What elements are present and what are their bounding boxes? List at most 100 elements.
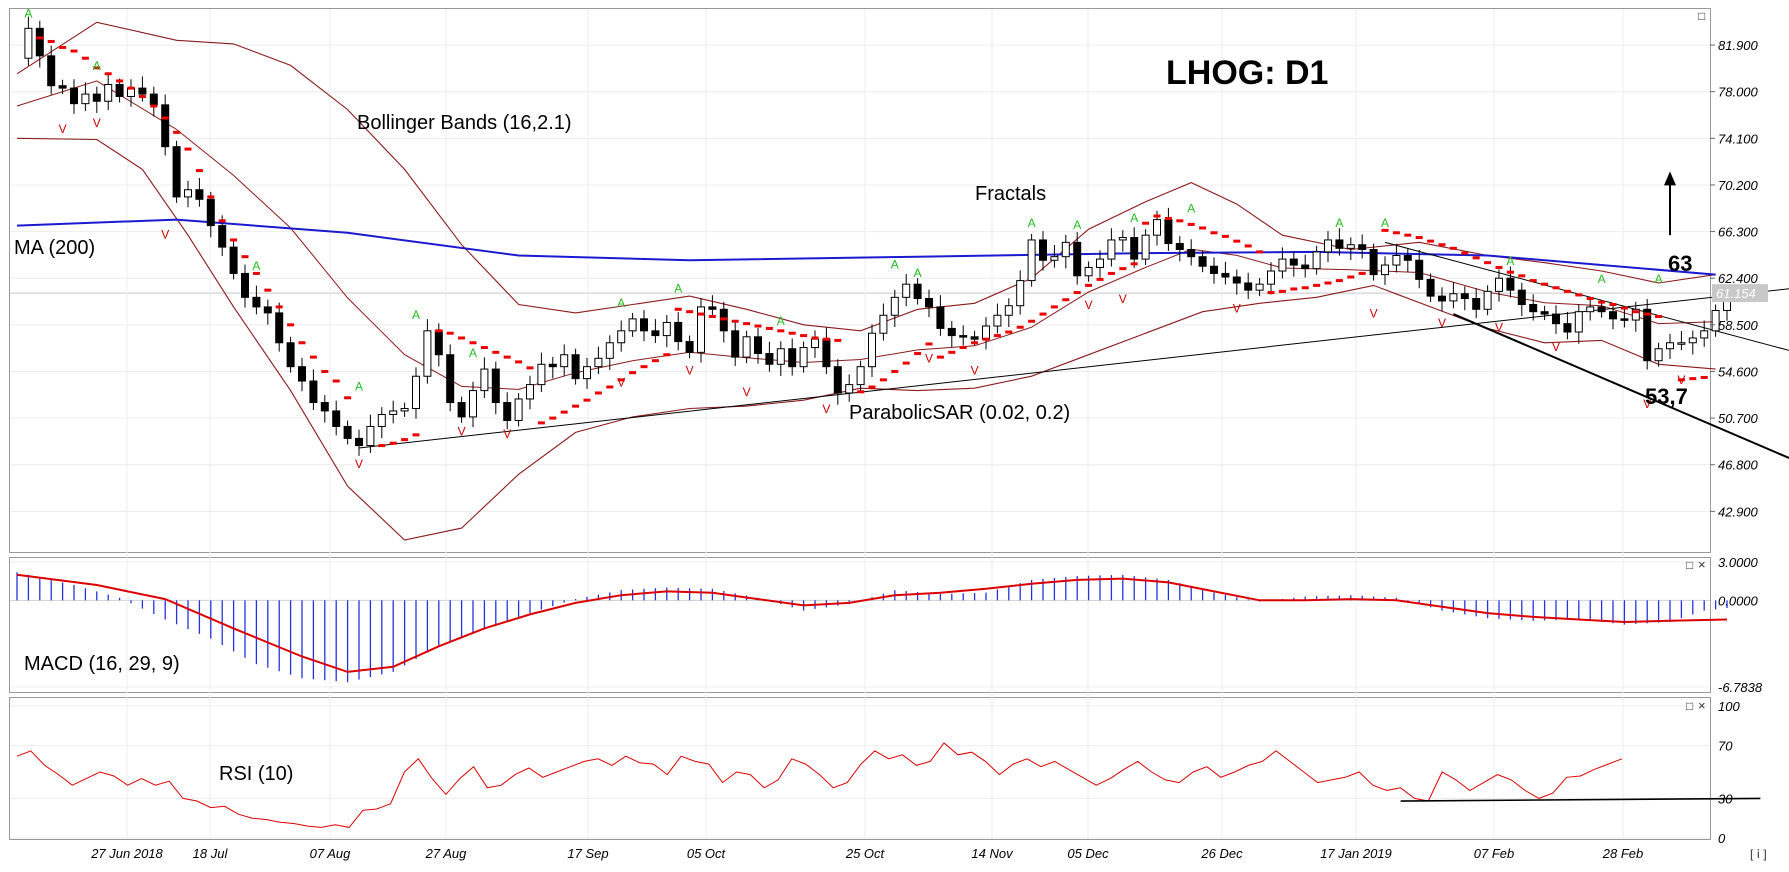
fractal-down-marker: V [1495, 321, 1503, 335]
candle-body [526, 384, 534, 400]
fractal-up-marker: A [469, 346, 477, 360]
candle-body [1529, 304, 1538, 313]
fractal-down-marker: V [743, 385, 751, 399]
candle [742, 330, 751, 364]
fractal-up-marker: A [412, 308, 420, 322]
candle-body [1130, 237, 1139, 260]
fractal-down-marker: V [1677, 373, 1685, 387]
current-price-tag [1712, 284, 1768, 303]
ma-label: MA (200) [14, 237, 95, 259]
candle-body [947, 327, 956, 337]
sar-dot [1096, 277, 1104, 281]
candle-body [902, 283, 911, 298]
sar-dot [1552, 286, 1560, 290]
sar-dot [1039, 312, 1047, 316]
sar-dot [959, 346, 967, 350]
sar-dot [1529, 279, 1537, 283]
price-panel-restore-button[interactable]: □ [1698, 9, 1705, 23]
candle [47, 45, 56, 95]
macd-tick-label: 0.0000 [1718, 593, 1759, 608]
sar-dot [891, 369, 899, 373]
fractal-up-marker: A [1335, 216, 1343, 230]
candle-body [959, 335, 968, 338]
rsi-panel-close-button[interactable]: × [1698, 698, 1706, 713]
target-up-label: 63 [1668, 251, 1692, 276]
sar-dot [1541, 282, 1549, 286]
candle [1609, 302, 1617, 330]
date-tick-label: 05 Oct [687, 846, 727, 861]
candle [366, 414, 375, 454]
candle [263, 299, 272, 325]
candle-body [537, 363, 546, 386]
candle [389, 400, 398, 424]
candle-body [298, 366, 306, 382]
rsi-path [16, 742, 1623, 828]
candle-body [1141, 234, 1150, 260]
candlesticks [24, 16, 1731, 456]
candle [1358, 234, 1367, 259]
sar-dot [1392, 231, 1400, 235]
trendline [1453, 313, 1789, 460]
candle [1460, 286, 1469, 311]
candle [868, 324, 876, 377]
candle-body [1107, 239, 1116, 260]
candle [81, 82, 90, 112]
candle [697, 298, 705, 363]
fractal-up-marker: A [1655, 272, 1663, 286]
candle-body [1084, 266, 1093, 277]
candle [92, 86, 101, 113]
candle [651, 319, 660, 344]
candle [400, 402, 409, 417]
candle [1369, 243, 1378, 281]
candle-body [605, 342, 614, 359]
candle-body [241, 272, 249, 298]
macd-panel-restore-button[interactable]: □ [1686, 558, 1693, 572]
scroll-button[interactable]: [ ⅰ ] [1750, 847, 1767, 861]
candle [1187, 239, 1196, 266]
candle-body [1027, 239, 1036, 282]
rsi-panel-restore-button[interactable]: □ [1686, 699, 1693, 713]
sar-dot [116, 79, 124, 83]
rsi-tick-label: 100 [1718, 699, 1740, 714]
candle [1472, 288, 1481, 319]
candle-body [1472, 298, 1481, 310]
candle-body [218, 225, 227, 248]
candle-body [229, 246, 238, 274]
candle-body [1540, 311, 1549, 315]
fractal-down-marker: V [925, 352, 933, 366]
macd-panel-close-button[interactable]: × [1698, 557, 1706, 572]
candle [241, 264, 249, 308]
candle-body [514, 398, 523, 421]
candle [1118, 230, 1127, 252]
sar-dot [93, 66, 101, 70]
sar-dot [1472, 256, 1480, 260]
macd-panel-frame [9, 557, 1711, 693]
sar-dot [1518, 274, 1526, 278]
candle [879, 303, 888, 341]
sar-dot [195, 169, 203, 173]
fractal-up-marker: A [252, 259, 260, 273]
candle [1654, 342, 1663, 367]
candle-body [594, 357, 603, 368]
sar-dot [834, 338, 842, 342]
arrow-head [1664, 171, 1676, 186]
candle [469, 381, 477, 428]
sar-dot [743, 322, 751, 326]
price-grid [10, 44, 1710, 512]
rsi-panel-frame [9, 697, 1711, 840]
x-grid [126, 9, 1624, 838]
price-tick-label: 50.700 [1718, 411, 1759, 426]
candle-body [1358, 244, 1367, 251]
sar-dot [161, 116, 169, 120]
candle-body [434, 330, 443, 356]
candle [560, 344, 569, 376]
sar-dot [70, 49, 78, 53]
candle-body [70, 87, 78, 105]
sar-dot [1256, 250, 1264, 254]
candle-body [400, 408, 409, 412]
chart-title: LHOG: D1 [1166, 54, 1328, 92]
candle [1278, 247, 1287, 279]
candle-body [1438, 295, 1446, 302]
sar-dot [572, 404, 580, 408]
sar-dot [948, 350, 956, 354]
